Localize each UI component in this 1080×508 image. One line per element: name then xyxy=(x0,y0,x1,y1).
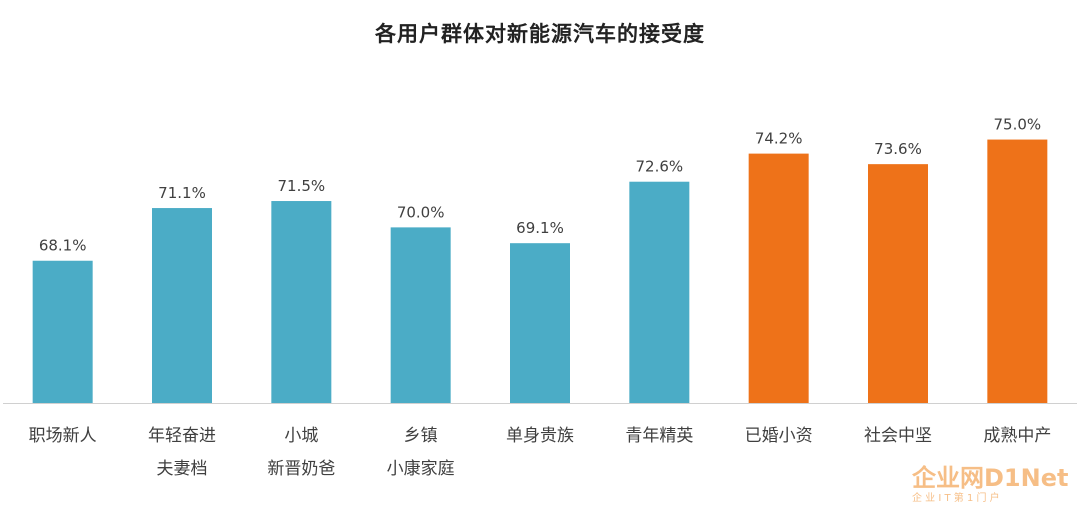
bars-group xyxy=(32,139,1048,403)
category-label: 夫妻档 xyxy=(157,459,208,479)
bar-value-label: 70.0% xyxy=(397,203,445,221)
bar-value-label: 71.1% xyxy=(158,184,206,202)
category-label: 小城 xyxy=(284,426,318,446)
bar xyxy=(748,153,809,403)
value-labels-group: 68.1% 71.1% 71.5% 70.0% 69.1% 72.6% 74.2% 73.6%… xyxy=(39,116,1041,255)
bar-value-label: 69.1% xyxy=(516,219,564,237)
bar xyxy=(32,260,93,403)
category-label: 成熟中产 xyxy=(983,425,1051,446)
category-label: 新晋奶爸 xyxy=(267,459,335,479)
category-label: 单身贵族 xyxy=(506,426,574,446)
bar-value-label: 75.0% xyxy=(994,116,1042,134)
category-label: 职场新人 xyxy=(29,426,97,446)
watermark-tagline: 企 业 I T 第 1 门 户 xyxy=(912,491,1000,504)
bar-value-label: 71.5% xyxy=(278,177,326,195)
category-label: 年轻奋进 xyxy=(148,426,216,446)
category-label: 小康家庭 xyxy=(387,459,455,479)
bar xyxy=(510,243,570,403)
category-label: 乡镇 xyxy=(404,426,438,446)
category-label: 青年精英 xyxy=(625,426,693,446)
bar-value-label: 73.6% xyxy=(874,140,922,158)
chart-title: 各用户群体对新能源汽车的接受度 xyxy=(375,22,705,46)
bar xyxy=(271,201,332,403)
bar xyxy=(390,227,451,403)
bar-value-label: 72.6% xyxy=(636,158,684,176)
bar xyxy=(868,164,928,403)
bar-value-label: 74.2% xyxy=(755,130,803,148)
bar-value-label: 68.1% xyxy=(39,237,87,255)
watermark-logo: 企业网D1Net 企 业 I T 第 1 门 户 xyxy=(912,464,1068,504)
watermark-logo-text: 企业网D1Net xyxy=(912,464,1068,492)
category-label: 社会中坚 xyxy=(864,426,932,446)
category-label: 已婚小资 xyxy=(745,426,813,446)
bar xyxy=(629,181,690,403)
bar xyxy=(987,139,1048,403)
bar xyxy=(152,208,212,403)
